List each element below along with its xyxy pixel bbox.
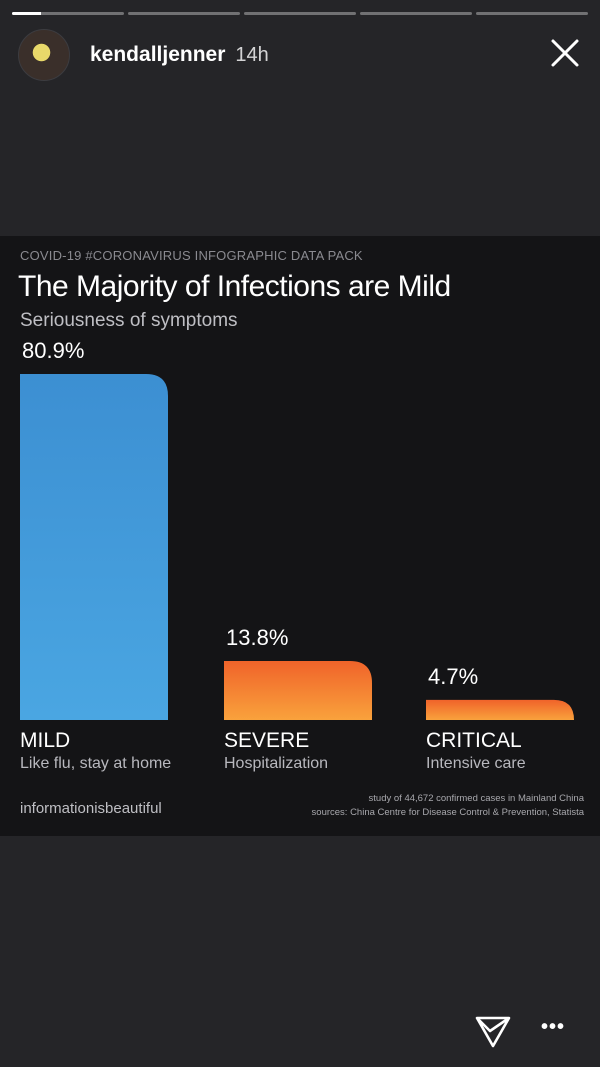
infographic-credit: informationisbeautiful xyxy=(20,800,162,817)
share-button[interactable] xyxy=(474,1012,512,1050)
story-progress xyxy=(12,12,588,15)
send-icon xyxy=(475,1016,511,1048)
close-icon xyxy=(551,39,579,67)
progress-fill xyxy=(12,12,42,15)
value-label: 13.8% xyxy=(226,625,288,650)
infographic-kicker: COVID-19 #CORONAVIRUS INFOGRAPHIC DATA P… xyxy=(20,248,363,263)
bar-chart: 80.9% MILD Like flu, stay at home 13.8% SEVE… xyxy=(20,338,574,772)
category-description: Hospitalization xyxy=(224,755,328,772)
avatar[interactable] xyxy=(18,29,70,81)
bar-critical xyxy=(426,699,574,720)
infographic-subtitle: Seriousness of symptoms xyxy=(20,310,238,331)
bar-mild xyxy=(20,374,168,720)
bar-severe xyxy=(224,660,372,720)
close-button[interactable] xyxy=(548,36,582,70)
value-label: 4.7% xyxy=(428,664,478,689)
category-description: Intensive care xyxy=(426,755,526,772)
infographic-title: The Majority of Infections are Mild xyxy=(18,270,451,303)
source-line-study: study of 44,672 confirmed cases in Mainl… xyxy=(368,793,584,804)
post-time: 14h xyxy=(235,43,269,66)
category-label: MILD xyxy=(20,729,70,752)
username[interactable]: kendalljenner xyxy=(90,43,226,66)
category-description: Like flu, stay at home xyxy=(20,755,171,772)
category-label: CRITICAL xyxy=(426,729,522,752)
infographic-source: study of 44,672 confirmed cases in Mainl… xyxy=(312,792,584,820)
value-label: 80.9% xyxy=(22,338,84,363)
source-line-sources: sources: China Centre for Disease Contro… xyxy=(311,807,584,818)
progress-segment xyxy=(360,12,472,15)
category-label: SEVERE xyxy=(224,729,309,752)
infographic-image: COVID-19 #CORONAVIRUS INFOGRAPHIC DATA P… xyxy=(0,236,600,836)
progress-segment xyxy=(244,12,356,15)
progress-segment xyxy=(476,12,588,15)
story-header: kendalljenner 14h xyxy=(18,28,582,82)
progress-segment xyxy=(128,12,240,15)
more-options-button[interactable]: ••• xyxy=(540,1016,565,1038)
progress-segment xyxy=(12,12,124,15)
